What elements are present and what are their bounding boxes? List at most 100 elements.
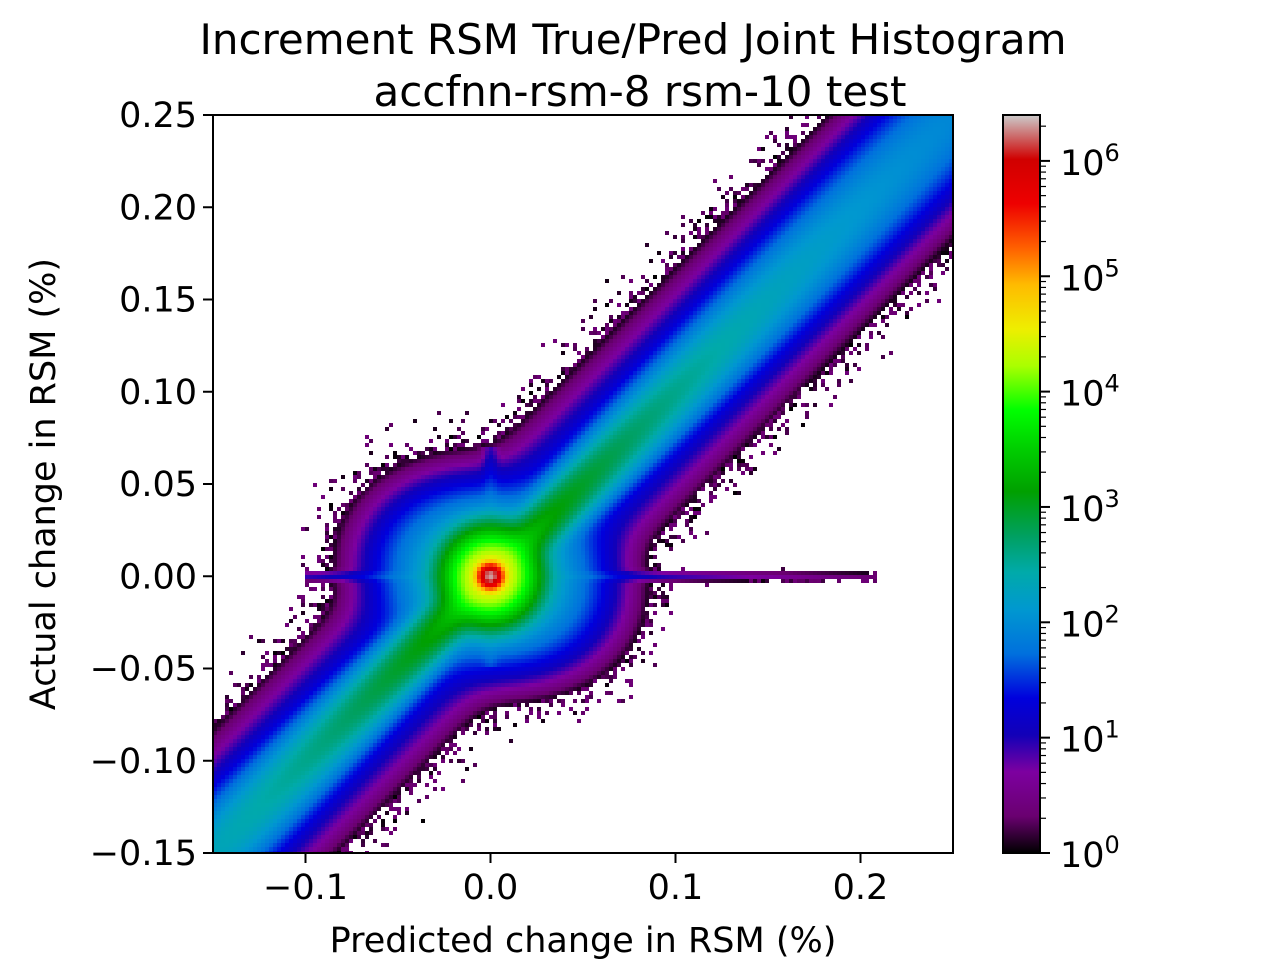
heatmap-cell [429,623,433,627]
heatmap-cell [497,455,501,459]
heatmap-cell [377,747,381,751]
heatmap-cell [321,823,325,827]
heatmap-cell [345,767,349,771]
heatmap-cell [377,535,381,539]
heatmap-cell [409,779,413,783]
heatmap-cell [405,635,409,639]
heatmap-cell [481,603,485,607]
heatmap-cell [365,503,369,507]
heatmap-cell [381,587,385,591]
heatmap-cell [401,463,405,467]
heatmap-cell [273,671,277,675]
heatmap-cell [373,547,377,551]
heatmap-cell [293,831,297,835]
heatmap-cell [409,647,413,651]
heatmap-cell [317,663,321,667]
heatmap-cell [413,623,417,627]
heatmap-cell [405,655,409,659]
heatmap-cell [377,795,381,799]
heatmap-cell [341,503,345,507]
heatmap-cell [233,803,237,807]
heatmap-cell [461,567,465,571]
heatmap-cell [441,575,445,579]
heatmap-cell [401,639,405,643]
heatmap-cell [385,607,389,611]
heatmap-cell [373,655,377,659]
heatmap-cell [297,711,301,715]
heatmap-cell [365,727,369,731]
heatmap-cell [241,719,245,723]
heatmap-cell [469,695,473,699]
heatmap-cell [365,531,369,535]
heatmap-cell [265,775,269,779]
heatmap-cell [329,487,333,491]
heatmap-cell [397,611,401,615]
heatmap-cell [429,575,433,579]
heatmap-cell [429,471,433,475]
heatmap-cell [413,495,417,499]
heatmap-cell [441,607,445,611]
heatmap-cell [417,667,421,671]
heatmap-cell [349,663,353,667]
heatmap-cell [321,699,325,703]
heatmap-cell [477,435,481,439]
heatmap-cell [437,751,441,755]
heatmap-cell [325,723,329,727]
heatmap-cell [357,631,361,635]
heatmap-cell [441,567,445,571]
heatmap-cell [273,651,277,655]
heatmap-cell [377,491,381,495]
heatmap-cell [413,543,417,547]
heatmap-cell [225,767,229,771]
heatmap-cell [453,715,457,719]
heatmap-cell [265,807,269,811]
heatmap-cell [493,655,497,659]
heatmap-cell [313,707,317,711]
heatmap-cell [249,787,253,791]
heatmap-cell [445,535,449,539]
heatmap-cell [457,535,461,539]
heatmap-cell [389,543,393,547]
heatmap-cell [353,767,357,771]
heatmap-cell [377,779,381,783]
heatmap-cell [349,575,353,579]
heatmap-cell [485,679,489,683]
heatmap-cell [353,691,357,695]
heatmap-cell [249,719,253,723]
heatmap-cell [385,619,389,623]
heatmap-cell [449,691,453,695]
heatmap-cell [417,623,421,627]
heatmap-cell [409,623,413,627]
heatmap-cell [393,515,397,519]
heatmap-cell [381,751,385,755]
heatmap-cell [337,779,341,783]
heatmap-cell [413,715,417,719]
heatmap-cell [221,827,225,831]
heatmap-cell [489,643,493,647]
heatmap-cell [301,643,305,647]
heatmap-cell [381,687,385,691]
heatmap-cell [341,735,345,739]
heatmap-cell [341,831,345,835]
heatmap-cell [497,611,501,615]
heatmap-cell [481,475,485,479]
heatmap-cell [349,795,353,799]
heatmap-cell [385,495,389,499]
heatmap-cell [449,435,453,439]
heatmap-cell [413,611,417,615]
heatmap-cell [217,739,221,743]
heatmap-cell [373,631,377,635]
heatmap-cell [217,755,221,759]
heatmap-cell [433,751,437,755]
heatmap-cell [333,583,337,587]
heatmap-cell [277,799,281,803]
heatmap-cell [473,503,477,507]
heatmap-cell [281,655,285,659]
heatmap-cell [393,603,397,607]
heatmap-cell [493,567,497,571]
heatmap-cell [341,571,345,575]
heatmap-cell [381,707,385,711]
heatmap-cell [457,507,461,511]
heatmap-cell [285,695,289,699]
heatmap-cell [417,763,421,767]
